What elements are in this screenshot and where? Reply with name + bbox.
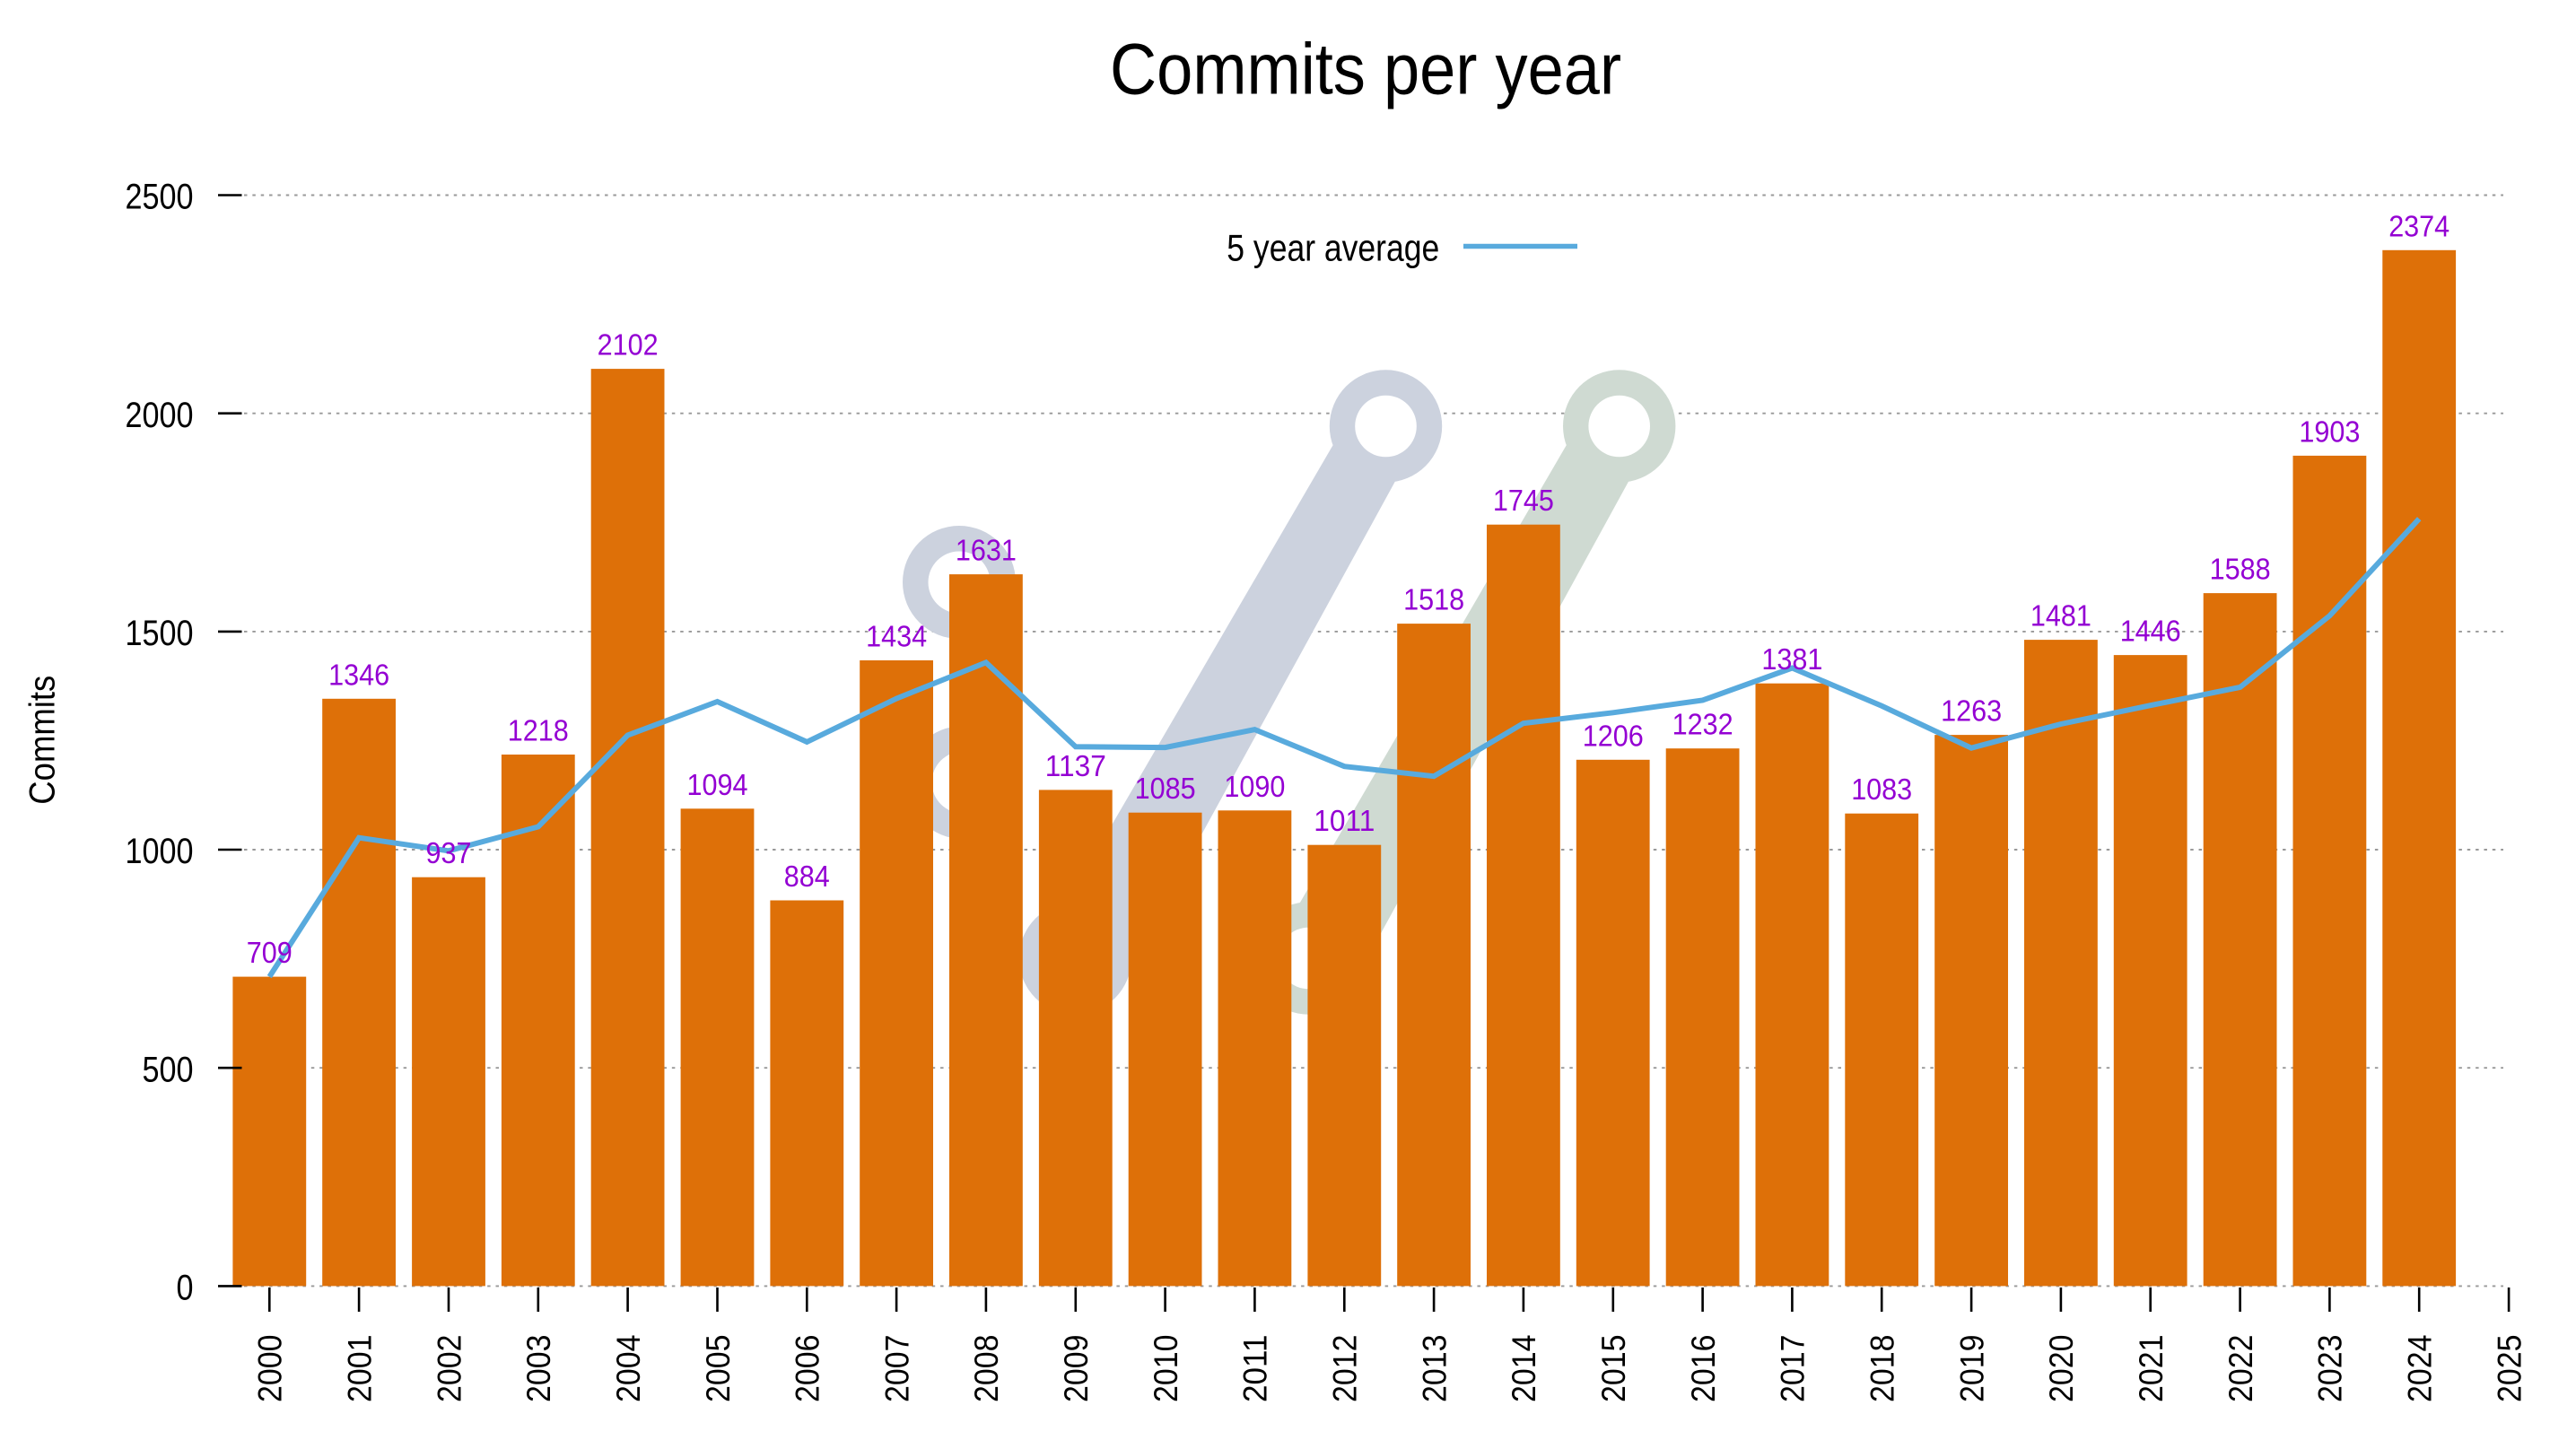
svg-text:1381: 1381 — [1761, 643, 1822, 676]
svg-text:2021: 2021 — [2133, 1335, 2170, 1403]
svg-text:1011: 1011 — [1314, 805, 1375, 838]
svg-text:1206: 1206 — [1583, 720, 1644, 753]
svg-text:1631: 1631 — [956, 535, 1017, 568]
svg-text:Commits: Commits — [23, 676, 63, 805]
svg-text:2003: 2003 — [520, 1335, 557, 1403]
svg-text:2004: 2004 — [610, 1335, 647, 1403]
svg-text:2007: 2007 — [878, 1335, 915, 1403]
svg-text:1745: 1745 — [1493, 484, 1554, 518]
svg-text:500: 500 — [143, 1050, 194, 1089]
svg-text:2014: 2014 — [1506, 1335, 1542, 1403]
svg-text:2374: 2374 — [2388, 210, 2449, 243]
svg-text:2025: 2025 — [2491, 1335, 2528, 1403]
svg-text:1137: 1137 — [1045, 750, 1106, 783]
svg-text:2102: 2102 — [598, 329, 659, 362]
svg-text:1481: 1481 — [2030, 600, 2091, 633]
svg-text:1346: 1346 — [328, 659, 389, 692]
svg-text:884: 884 — [784, 860, 830, 894]
svg-text:937: 937 — [426, 837, 472, 870]
svg-text:2020: 2020 — [2043, 1335, 2080, 1403]
svg-text:1446: 1446 — [2120, 615, 2181, 649]
svg-text:2024: 2024 — [2402, 1335, 2439, 1403]
svg-text:2022: 2022 — [2222, 1335, 2259, 1403]
svg-text:Commits per year: Commits per year — [1110, 30, 1621, 110]
svg-text:709: 709 — [247, 937, 293, 970]
svg-text:2023: 2023 — [2312, 1335, 2349, 1403]
svg-text:1090: 1090 — [1224, 771, 1285, 804]
svg-text:1000: 1000 — [126, 832, 194, 871]
svg-text:2002: 2002 — [431, 1335, 467, 1403]
svg-text:1218: 1218 — [508, 715, 569, 748]
svg-text:1903: 1903 — [2299, 415, 2360, 449]
svg-text:2011: 2011 — [1237, 1335, 1274, 1403]
svg-text:1588: 1588 — [2210, 554, 2271, 587]
svg-text:2001: 2001 — [341, 1335, 378, 1403]
svg-text:2015: 2015 — [1595, 1335, 1632, 1403]
svg-text:0: 0 — [177, 1269, 194, 1308]
svg-text:1434: 1434 — [866, 621, 927, 654]
svg-text:1500: 1500 — [126, 614, 194, 653]
svg-text:2006: 2006 — [790, 1335, 826, 1403]
svg-text:5 year average: 5 year average — [1227, 227, 1439, 269]
svg-text:1085: 1085 — [1135, 773, 1196, 806]
svg-text:1094: 1094 — [687, 769, 748, 802]
svg-text:2005: 2005 — [700, 1335, 737, 1403]
svg-text:1232: 1232 — [1672, 709, 1733, 742]
svg-text:2019: 2019 — [1953, 1335, 1990, 1403]
svg-text:2000: 2000 — [126, 396, 194, 435]
svg-text:2017: 2017 — [1775, 1335, 1812, 1403]
svg-text:2016: 2016 — [1685, 1335, 1722, 1403]
svg-text:2018: 2018 — [1864, 1335, 1901, 1403]
svg-text:1083: 1083 — [1851, 773, 1912, 807]
svg-text:1518: 1518 — [1403, 584, 1464, 617]
svg-text:2000: 2000 — [252, 1335, 289, 1403]
svg-text:2012: 2012 — [1327, 1335, 1364, 1403]
svg-text:2010: 2010 — [1148, 1335, 1184, 1403]
svg-text:2009: 2009 — [1058, 1335, 1095, 1403]
svg-text:2013: 2013 — [1416, 1335, 1453, 1403]
svg-text:2008: 2008 — [968, 1335, 1005, 1403]
svg-text:2500: 2500 — [126, 178, 194, 217]
svg-text:1263: 1263 — [1941, 695, 2002, 729]
